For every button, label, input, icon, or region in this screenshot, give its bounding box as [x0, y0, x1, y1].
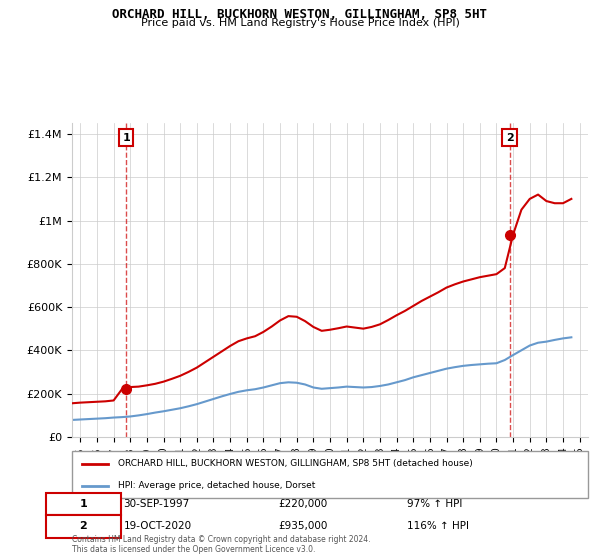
Text: £220,000: £220,000: [278, 499, 328, 509]
FancyBboxPatch shape: [46, 515, 121, 538]
Text: HPI: Average price, detached house, Dorset: HPI: Average price, detached house, Dors…: [118, 481, 316, 490]
Text: 1: 1: [122, 133, 130, 143]
FancyBboxPatch shape: [46, 493, 121, 515]
Text: 116% ↑ HPI: 116% ↑ HPI: [407, 521, 469, 531]
Text: ORCHARD HILL, BUCKHORN WESTON, GILLINGHAM, SP8 5HT: ORCHARD HILL, BUCKHORN WESTON, GILLINGHA…: [113, 8, 487, 21]
Text: Contains HM Land Registry data © Crown copyright and database right 2024.
This d: Contains HM Land Registry data © Crown c…: [72, 535, 371, 554]
Text: 1: 1: [79, 499, 87, 509]
Text: 30-SEP-1997: 30-SEP-1997: [124, 499, 190, 509]
FancyBboxPatch shape: [72, 451, 588, 498]
Text: Price paid vs. HM Land Registry's House Price Index (HPI): Price paid vs. HM Land Registry's House …: [140, 18, 460, 29]
Text: 2: 2: [506, 133, 514, 143]
Text: ORCHARD HILL, BUCKHORN WESTON, GILLINGHAM, SP8 5HT (detached house): ORCHARD HILL, BUCKHORN WESTON, GILLINGHA…: [118, 459, 473, 468]
Text: 2: 2: [79, 521, 87, 531]
Text: 97% ↑ HPI: 97% ↑ HPI: [407, 499, 463, 509]
Text: £935,000: £935,000: [278, 521, 328, 531]
Text: 19-OCT-2020: 19-OCT-2020: [124, 521, 192, 531]
